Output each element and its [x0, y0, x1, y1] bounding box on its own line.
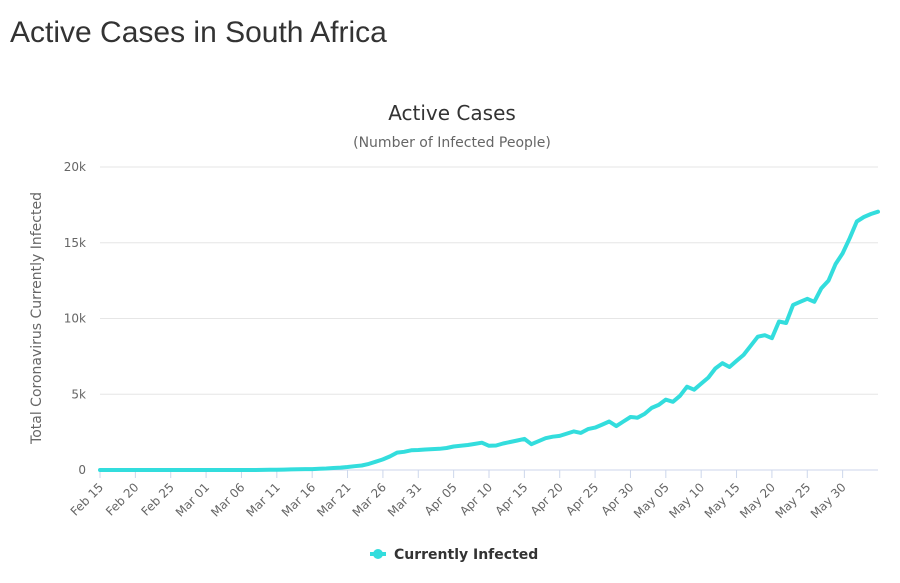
page-title: Active Cases in South Africa [10, 16, 387, 49]
x-tick-label: May 15 [702, 480, 743, 521]
line [98, 209, 880, 472]
x-tick-label: Apr 15 [492, 480, 530, 518]
x-tick-label: Apr 20 [528, 480, 566, 518]
x-tick-label: May 05 [631, 480, 672, 521]
x-tick-label: Apr 10 [457, 480, 495, 518]
legend-label: Currently Infected [394, 547, 538, 563]
x-tick-label: May 30 [808, 480, 849, 521]
x-tick-label: Mar 21 [314, 480, 353, 519]
x-tick-label: Apr 25 [563, 480, 601, 518]
x-tick-label: May 25 [772, 480, 813, 521]
y-tick-label: 5k [71, 387, 86, 401]
x-tick-label: Mar 06 [208, 480, 247, 519]
x-tick-label: Mar 01 [173, 480, 212, 519]
y-tick-label: 20k [64, 160, 86, 174]
y-tick-label: 15k [64, 236, 86, 250]
x-tick-label: Feb 25 [138, 480, 176, 518]
x-tick-label: Mar 31 [385, 480, 424, 519]
x-tick-label: May 20 [737, 480, 778, 521]
x-tick-label: May 10 [666, 480, 707, 521]
y-tick-label: 0 [78, 463, 86, 477]
x-tick-label: Feb 20 [103, 480, 141, 518]
y-tick-label: 10k [64, 312, 86, 326]
legend-symbol-marker [373, 549, 383, 559]
x-tick-label: Mar 11 [244, 480, 283, 519]
chart-title: Active Cases [388, 101, 516, 125]
x-tick-label: Mar 16 [279, 480, 318, 519]
x-tick-label: Apr 30 [599, 480, 637, 518]
x-tick-label: Apr 05 [422, 480, 460, 518]
x-tick-label: Feb 15 [68, 480, 106, 518]
y-axis-label: Total Coronavirus Currently Infected [29, 192, 45, 445]
chart-subtitle: (Number of Infected People) [353, 135, 551, 151]
x-tick-label: Mar 26 [350, 480, 389, 519]
